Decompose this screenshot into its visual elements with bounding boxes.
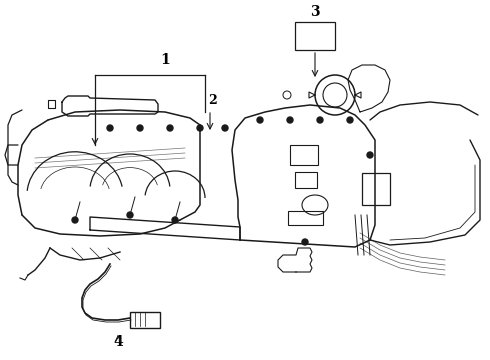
Text: 1: 1 [160,53,170,67]
Bar [295,172,317,188]
Text: 4: 4 [113,335,123,349]
Circle shape [287,117,293,123]
Circle shape [172,217,178,223]
Circle shape [107,125,113,131]
Bar [130,312,160,328]
Circle shape [197,125,203,131]
Circle shape [127,212,133,218]
Circle shape [317,117,323,123]
Bar [295,22,335,50]
Bar [362,173,390,205]
Bar [288,211,323,225]
Circle shape [72,217,78,223]
Text: 2: 2 [208,94,217,107]
Circle shape [167,125,173,131]
Text: 3: 3 [310,5,320,19]
Circle shape [302,239,308,245]
Bar [290,145,318,165]
Circle shape [257,117,263,123]
Circle shape [347,117,353,123]
Circle shape [367,152,373,158]
Circle shape [137,125,143,131]
Circle shape [222,125,228,131]
